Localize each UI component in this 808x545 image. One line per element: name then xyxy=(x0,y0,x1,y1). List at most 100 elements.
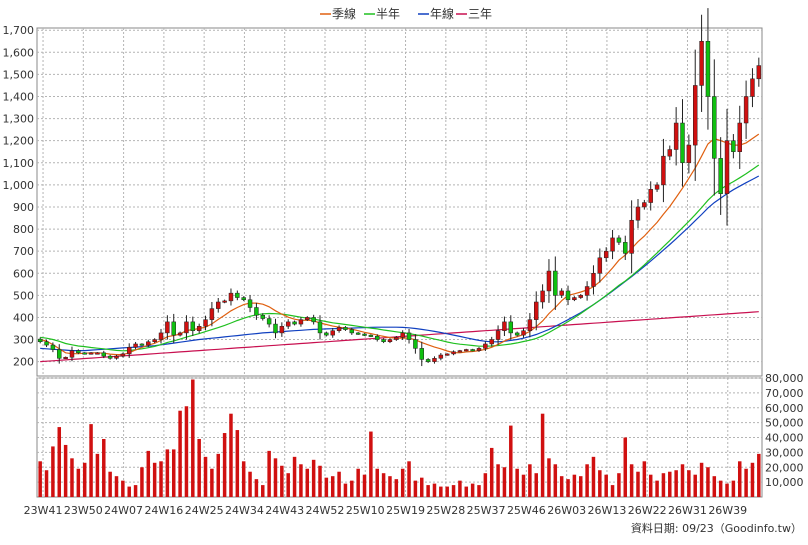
volume-bar xyxy=(254,479,259,497)
candle-body xyxy=(597,257,603,274)
volume-bar xyxy=(712,476,717,497)
legend-label-3: 三年 xyxy=(468,7,492,21)
x-tick-label-8: 25W10 xyxy=(346,504,385,517)
x-tick-label-9: 25W19 xyxy=(386,504,425,517)
volume-bar xyxy=(470,483,475,497)
volume-bar xyxy=(114,476,119,497)
volume-bar xyxy=(585,464,589,497)
candlesticks xyxy=(37,8,762,367)
candle-body xyxy=(216,301,221,309)
volume-tick-label-3: 40,000 xyxy=(765,432,804,445)
volume-bar xyxy=(95,453,100,497)
volume-bar xyxy=(642,461,647,497)
volume-bar xyxy=(159,461,163,497)
candle-body xyxy=(146,341,151,346)
candle-body xyxy=(203,319,208,327)
price-tick-label-15: 1,700 xyxy=(3,24,35,37)
candle-body xyxy=(228,292,234,302)
volume-bar xyxy=(102,438,106,497)
volume-bar xyxy=(89,424,93,497)
candle-body xyxy=(425,359,431,362)
volume-bar xyxy=(744,468,748,497)
candle-body xyxy=(432,358,437,362)
candle-body xyxy=(57,349,62,359)
price-tick-label-3: 500 xyxy=(13,289,34,302)
volume-bar xyxy=(292,456,297,497)
candle-body xyxy=(184,321,189,334)
x-tick-label-6: 24W43 xyxy=(265,504,304,517)
candle-body xyxy=(508,321,514,334)
x-tick-label-14: 26W13 xyxy=(587,504,626,517)
candle-body xyxy=(616,237,622,243)
volume-bar xyxy=(165,449,170,497)
candle-body xyxy=(591,273,596,287)
candle-body xyxy=(661,155,666,186)
ma-line-y3 xyxy=(40,311,759,363)
volume-bar xyxy=(191,379,195,497)
volume-bar xyxy=(369,431,373,497)
candle-body xyxy=(527,319,533,331)
volume-tick-label-4: 50,000 xyxy=(765,417,804,430)
candle-body xyxy=(724,140,730,194)
volume-bar xyxy=(140,467,144,497)
candle-body xyxy=(305,317,310,320)
volume-bar xyxy=(343,483,348,497)
candle-body xyxy=(476,348,482,351)
candle-body xyxy=(292,321,297,325)
candle-body xyxy=(464,349,469,352)
candle-body xyxy=(743,96,749,124)
x-tick-label-2: 24W07 xyxy=(104,504,143,517)
volume-bar xyxy=(687,470,691,497)
candle-body xyxy=(623,242,628,254)
volume-bar xyxy=(216,453,220,497)
price-panel-frame xyxy=(36,27,763,377)
volume-bar xyxy=(171,449,176,497)
volume-bar xyxy=(229,413,233,497)
volume-bar xyxy=(674,470,678,497)
volume-bar xyxy=(629,464,634,497)
candle-body xyxy=(343,327,348,330)
volume-bar xyxy=(420,477,424,497)
volume-tick-label-2: 30,000 xyxy=(765,446,804,459)
candle-body xyxy=(642,202,647,208)
volume-bar xyxy=(502,467,507,497)
candle-body xyxy=(165,321,170,334)
volume-bar xyxy=(534,473,538,497)
volume-bar xyxy=(693,474,697,497)
volume-bar xyxy=(718,480,723,497)
volume-bar xyxy=(477,485,481,497)
candle-body xyxy=(95,352,100,355)
volume-bar xyxy=(330,476,335,497)
candle-body xyxy=(88,352,94,355)
candle-body xyxy=(629,219,634,254)
volume-bar xyxy=(661,473,666,497)
volume-bar xyxy=(146,450,151,497)
volume-bar xyxy=(267,450,271,497)
volume-bar xyxy=(133,485,138,497)
candle-body xyxy=(152,339,157,343)
candle-body xyxy=(470,349,475,352)
candle-body xyxy=(712,96,717,159)
candle-body xyxy=(718,158,723,194)
candle-body xyxy=(483,343,488,349)
volume-bar xyxy=(388,476,392,497)
candle-body xyxy=(368,334,374,337)
candle-body xyxy=(693,85,698,146)
volume-bar xyxy=(400,468,405,497)
candle-body xyxy=(209,308,215,320)
volume-bar xyxy=(337,471,341,497)
x-tick-label-5: 24W34 xyxy=(225,504,264,517)
candle-body xyxy=(63,356,68,359)
candle-body xyxy=(514,332,520,336)
volume-bar xyxy=(458,480,462,497)
candle-body xyxy=(190,321,196,331)
price-tick-label-6: 800 xyxy=(13,223,34,236)
volume-bar xyxy=(528,464,532,497)
volume-bar xyxy=(445,486,449,497)
candle-body xyxy=(247,299,253,308)
volume-bar xyxy=(394,479,399,497)
volume-bar xyxy=(668,471,672,497)
volume-bar xyxy=(489,447,494,497)
volume-bar xyxy=(121,480,125,497)
